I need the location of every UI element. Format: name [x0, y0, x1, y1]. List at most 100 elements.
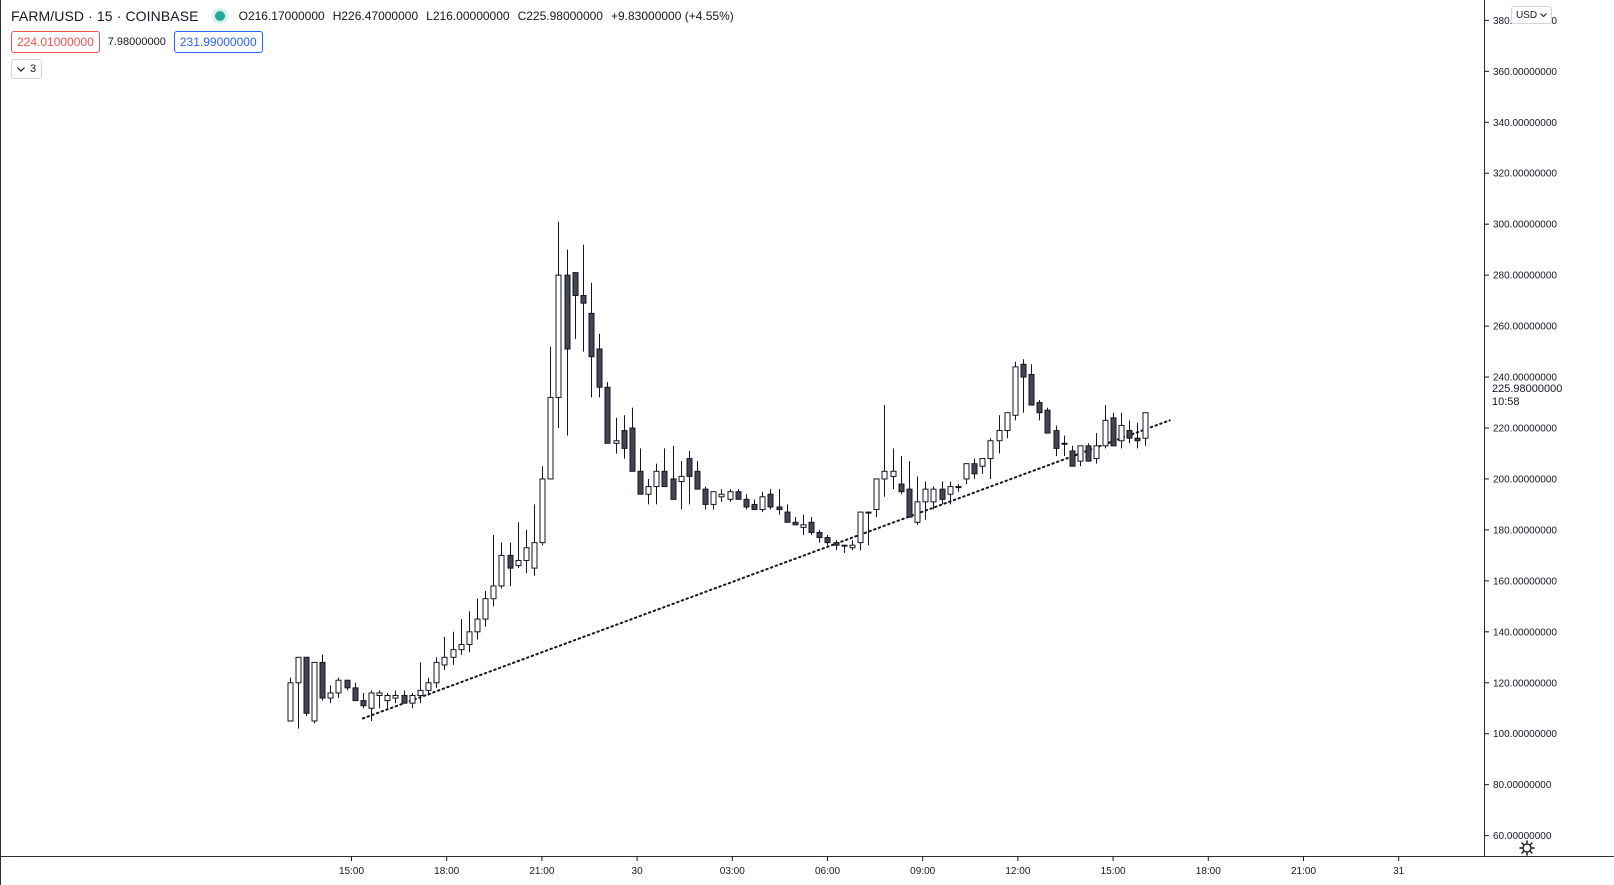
- candle-body: [849, 544, 856, 549]
- candle: [743, 494, 750, 510]
- candle-body: [1085, 445, 1092, 462]
- candle: [963, 463, 970, 485]
- candle: [433, 657, 440, 688]
- currency-label: USD: [1516, 9, 1538, 21]
- candle-body: [922, 488, 929, 503]
- candle: [718, 489, 725, 502]
- candle-body: [824, 537, 831, 544]
- candle-body: [718, 493, 725, 498]
- chart-settings-button[interactable]: [1518, 839, 1536, 857]
- candle-body: [767, 493, 774, 508]
- candle-body: [596, 348, 603, 388]
- candle: [401, 690, 408, 704]
- candle: [1134, 422, 1141, 449]
- candle: [344, 679, 351, 691]
- candle: [1085, 443, 1092, 462]
- indicators-count: 3: [30, 63, 37, 75]
- candle-body: [507, 554, 514, 569]
- symbol-title[interactable]: FARM/USD · 15 · COINBASE: [11, 8, 199, 24]
- candle: [425, 677, 432, 696]
- time-axis[interactable]: 15:00 18:00 21:00 30 03:00 06:00 09:00 12:00 15:…: [339, 856, 1405, 878]
- chevron-down-icon: [1540, 13, 1547, 17]
- price-axis-label: 260.00000000: [1493, 322, 1557, 333]
- candle-body: [1020, 363, 1027, 378]
- candle: [604, 382, 611, 444]
- candle: [311, 661, 318, 724]
- trendline[interactable]: [361, 419, 1171, 720]
- candle-body: [604, 386, 611, 444]
- candle-body: [906, 488, 913, 518]
- candle-body: [1110, 417, 1117, 447]
- candle: [490, 535, 497, 607]
- indicators-toggle-button[interactable]: 3: [11, 59, 43, 79]
- candle: [1012, 361, 1019, 421]
- sell-button[interactable]: 224.01000000: [11, 31, 100, 53]
- time-axis-label: 15:00: [1101, 866, 1126, 877]
- buy-button[interactable]: 231.99000000: [173, 31, 263, 53]
- candle: [392, 690, 399, 704]
- candle-body: [857, 511, 864, 544]
- change-value: +9.83000000 (+4.55%): [610, 9, 734, 23]
- candle-body: [1093, 445, 1100, 460]
- candle: [645, 478, 652, 505]
- candle: [678, 461, 685, 510]
- candle: [287, 677, 294, 722]
- candle: [1028, 364, 1035, 406]
- candle-body: [792, 521, 799, 526]
- candle-body: [1028, 374, 1035, 406]
- candle: [295, 656, 302, 729]
- candle: [784, 504, 791, 523]
- price-axis-label: 100.00000000: [1493, 729, 1557, 740]
- candle-body: [482, 598, 489, 620]
- time-axis-label: 31: [1393, 866, 1405, 877]
- candle-body: [841, 544, 848, 547]
- candle: [702, 486, 709, 510]
- price-axis-label: 240.00000000: [1493, 373, 1557, 384]
- price-axis[interactable]: 380.00000000360.00000000340.00000000320.…: [1484, 16, 1558, 842]
- candle: [1077, 445, 1084, 467]
- candle: [816, 529, 823, 543]
- candle-body: [987, 440, 994, 460]
- candle-body: [344, 679, 351, 689]
- candle: [735, 489, 742, 500]
- candle-body: [694, 470, 701, 490]
- candle-body: [1118, 424, 1125, 442]
- time-axis-label: 18:00: [434, 866, 459, 877]
- candle: [572, 272, 579, 339]
- candle: [841, 544, 848, 553]
- candle-body: [996, 430, 1003, 442]
- time-axis-label: 03:00: [720, 866, 745, 877]
- candle-body: [425, 682, 432, 691]
- candle: [450, 631, 457, 665]
- price-axis-label: 360.00000000: [1493, 67, 1557, 78]
- candle-body: [833, 542, 840, 546]
- candle-body: [784, 511, 791, 523]
- candle-body: [881, 470, 888, 480]
- candle-body: [376, 692, 383, 697]
- candle: [930, 486, 937, 510]
- candle-body: [890, 470, 897, 477]
- candle: [873, 478, 880, 518]
- candle-body: [776, 506, 783, 511]
- candle: [881, 405, 888, 497]
- candle-body: [613, 440, 620, 444]
- candle-body: [1036, 402, 1043, 414]
- candle-body: [539, 478, 546, 544]
- candle-body: [939, 488, 946, 500]
- candle-body: [710, 491, 717, 505]
- candle: [384, 692, 391, 709]
- candle-body: [661, 470, 668, 488]
- candle-body: [955, 486, 962, 489]
- candle: [686, 450, 693, 505]
- currency-button[interactable]: USD: [1511, 6, 1553, 24]
- candle-body: [743, 498, 750, 508]
- ohlc-values: O216.17000000 H226.47000000 L216.0000000…: [239, 9, 734, 23]
- candle: [776, 489, 783, 515]
- candle: [971, 458, 978, 479]
- candle-body: [531, 542, 538, 569]
- candle: [1142, 412, 1149, 446]
- price-axis-label: 120.00000000: [1493, 678, 1557, 689]
- candle-body: [865, 511, 872, 514]
- market-status-dot-icon[interactable]: [214, 11, 225, 21]
